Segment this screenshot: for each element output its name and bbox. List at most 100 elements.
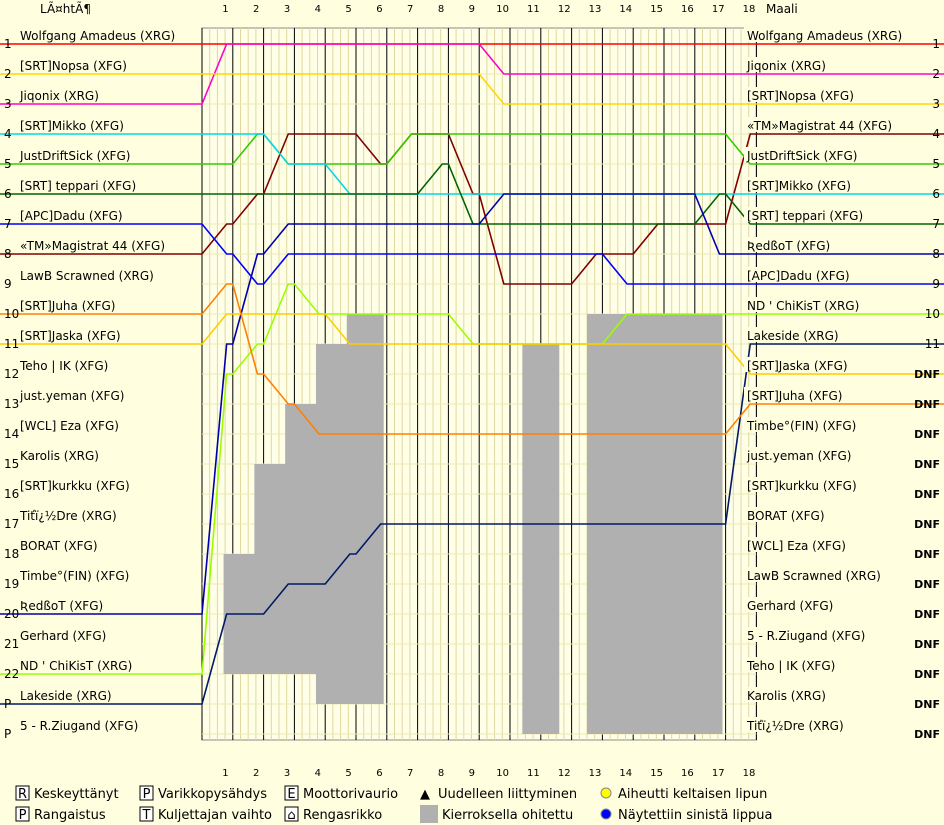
lap-tick-bottom: 2 [253, 768, 259, 779]
lap-tick-top: 5 [345, 4, 351, 15]
legend-label: Varikkopysähdys [158, 787, 267, 802]
finish-driver-label: [SRT]Juha (XFG) [747, 389, 842, 403]
finish-position: DNF [914, 518, 940, 531]
legend-flag-icon [600, 787, 612, 799]
legend-symbol-icon: ⌂ [287, 808, 295, 823]
finish-label-bg [744, 87, 940, 102]
legend-label: Rengasrikko [303, 808, 382, 823]
lap-tick-bottom: 10 [496, 768, 509, 779]
finish-label-bg [744, 237, 940, 252]
lap-tick-bottom: 15 [650, 768, 663, 779]
lap-tick-top: 6 [376, 4, 382, 15]
lap-tick-bottom: 1 [222, 768, 228, 779]
finish-position: DNF [914, 698, 940, 711]
lapped-area [522, 344, 560, 734]
lap-tick-top: 14 [619, 4, 632, 15]
lap-tick-bottom: 8 [438, 768, 444, 779]
start-position-number: 9 [4, 277, 12, 291]
start-driver-label: [SRT]kurkku (XFG) [20, 479, 130, 493]
lap-tick-top: 10 [496, 4, 509, 15]
finish-position: DNF [914, 548, 940, 561]
finish-driver-label: BORAT (XFG) [747, 509, 825, 523]
finish-position: DNF [914, 728, 940, 741]
start-position-number: P [4, 697, 11, 711]
start-driver-label: Timbe°(FIN) (XFG) [19, 569, 129, 583]
series-line [0, 193, 944, 615]
finish-position: 10 [925, 307, 940, 321]
start-driver-label: Karolis (XRG) [20, 449, 99, 463]
finish-driver-label: Wolfgang Amadeus (XRG) [747, 29, 902, 43]
finish-position: 8 [932, 247, 940, 261]
legend-label: Moottorivaurio [303, 787, 398, 802]
lap-tick-top: 13 [589, 4, 602, 15]
start-position-number: 15 [4, 457, 19, 471]
finish-driver-label: [APC]Dadu (XFG) [747, 269, 850, 283]
finish-position: 5 [932, 157, 940, 171]
finish-driver-label: [SRT]Jaska (XFG) [747, 359, 848, 373]
finish-position: 11 [925, 337, 940, 351]
finish-driver-label: ƦedßoT (XFG) [747, 239, 830, 253]
lap-tick-top: 9 [469, 4, 475, 15]
start-driver-label: ND ' ChiKisT (XRG) [20, 659, 132, 673]
legend-symbol-box [139, 785, 154, 801]
finish-driver-label: ND ' ChiKisT (XRG) [747, 299, 859, 313]
lap-tick-top: 2 [253, 4, 259, 15]
finish-driver-label: Jiqonix (XRG) [746, 59, 826, 73]
start-position-number: 2 [4, 67, 12, 81]
finish-driver-label: [SRT]Mikko (XFG) [747, 179, 851, 193]
start-position-number: P [4, 727, 11, 741]
finish-position: 2 [932, 67, 940, 81]
legend-symbol-box [284, 785, 299, 801]
finish-label-bg [744, 57, 940, 72]
start-header: LÃ¤htÃ¶ [40, 1, 91, 16]
lap-tick-bottom: 9 [469, 768, 475, 779]
start-driver-label: Jiqonix (XRG) [19, 89, 99, 103]
finish-position: 6 [932, 187, 940, 201]
finish-position: DNF [914, 488, 940, 501]
finish-driver-label: 5 - R.Ziugand (XFG) [747, 629, 865, 643]
finish-driver-label: Teho | IK (XFG) [746, 659, 835, 673]
finish-label-bg [744, 597, 940, 612]
legend: R Keskeyttänyt P Varikkopysähdys E Moottoriva… [15, 785, 772, 823]
start-position-number: 10 [4, 307, 19, 321]
finish-label-bg [744, 687, 940, 702]
start-driver-label: ƦedßoT (XFG) [20, 599, 103, 613]
start-order-labels: 1 Wolfgang Amadeus (XRG) 2 [SRT]Nopsa (XFG)… [4, 29, 175, 741]
lap-tick-top: 8 [438, 4, 444, 15]
start-position-number: 19 [4, 577, 19, 591]
start-position-number: 7 [4, 217, 12, 231]
start-driver-label: Wolfgang Amadeus (XRG) [20, 29, 175, 43]
finish-label-bg [744, 267, 940, 282]
legend-symbol-box [15, 806, 30, 822]
start-driver-label: Gerhard (XFG) [20, 629, 106, 643]
finish-driver-label: Gerhard (XFG) [747, 599, 833, 613]
lap-tick-top: 7 [407, 4, 413, 15]
legend-symbol-icon: P [19, 808, 27, 823]
start-driver-label: [SRT]Mikko (XFG) [20, 119, 124, 133]
finish-driver-label: [SRT]Nopsa (XFG) [747, 89, 854, 103]
finish-driver-label: [WCL] Eza (XFG) [747, 539, 846, 553]
finish-position: DNF [914, 368, 940, 381]
legend-symbol-box [284, 806, 299, 822]
lap-tick-top: 3 [284, 4, 290, 15]
start-driver-label: 5 - R.Ziugand (XFG) [20, 719, 138, 733]
finish-driver-label: «TM»Magistrat 44 (XFG) [747, 119, 892, 133]
series-line [0, 43, 944, 105]
start-driver-label: [SRT]Nopsa (XFG) [20, 59, 127, 73]
start-position-number: 20 [4, 607, 19, 621]
finish-header: Maali [766, 2, 798, 16]
lap-tick-top: 16 [681, 4, 694, 15]
finish-label-bg [744, 27, 940, 42]
series-line [0, 343, 944, 705]
lap-tick-bottom: 5 [345, 768, 351, 779]
legend-symbol-icon: R [18, 787, 27, 802]
start-position-number: 5 [4, 157, 12, 171]
start-position-number: 4 [4, 127, 12, 141]
finish-position: DNF [914, 398, 940, 411]
legend-label: Aiheutti keltaisen lipun [618, 787, 767, 802]
start-position-number: 16 [4, 487, 19, 501]
series-line [0, 313, 944, 375]
legend-symbol-icon: E [287, 787, 295, 802]
finish-driver-label: Lakeside (XRG) [747, 329, 839, 343]
lap-tick-top: 12 [558, 4, 571, 15]
